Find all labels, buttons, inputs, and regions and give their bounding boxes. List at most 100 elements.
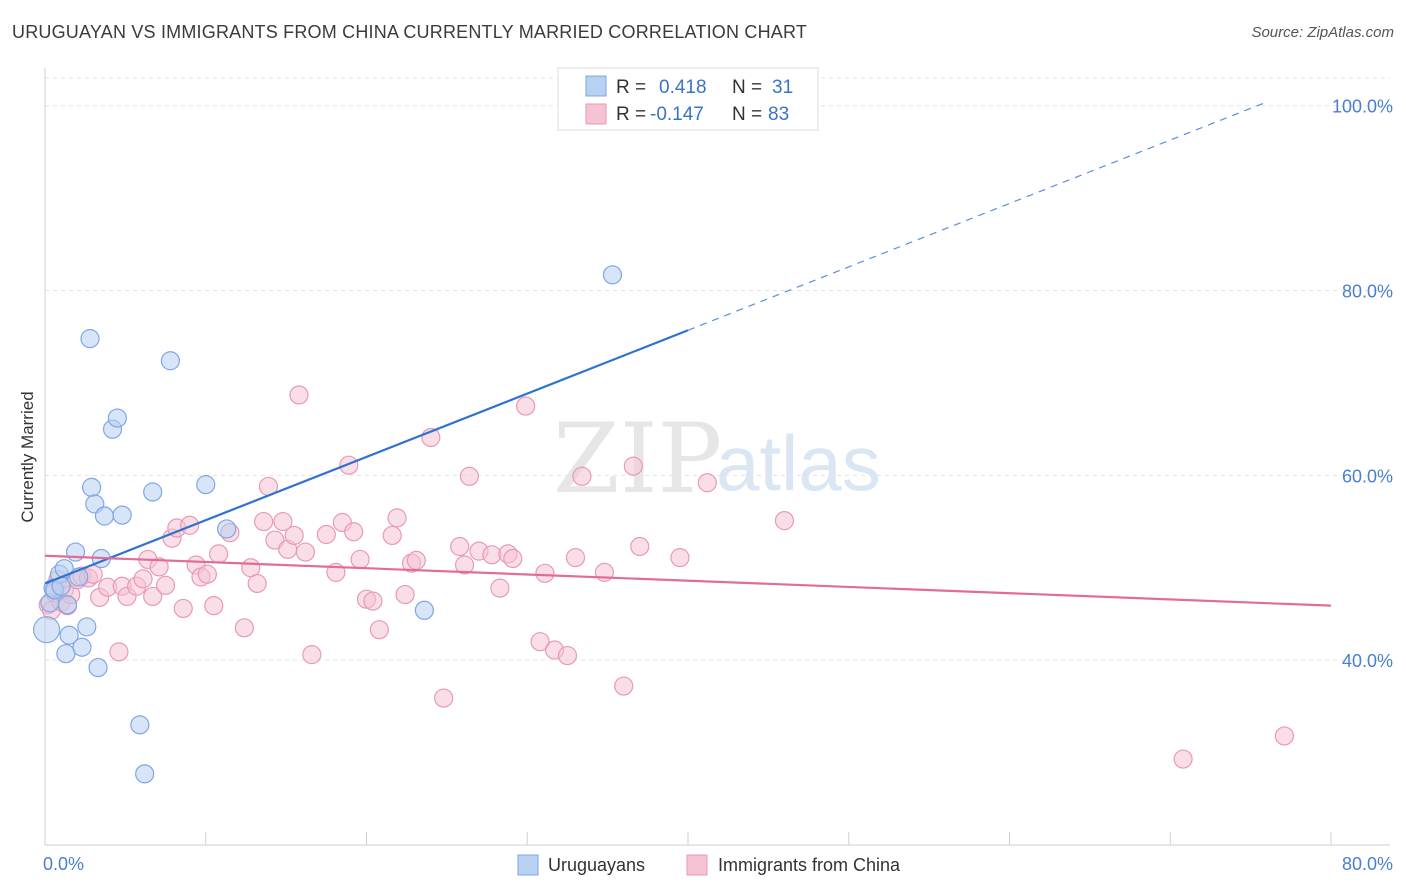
point-uruguayans-21 <box>107 408 127 428</box>
point-china-31 <box>209 544 229 564</box>
point-china-78 <box>623 456 643 476</box>
legend-r-value-1: 0.418 <box>659 77 707 98</box>
bottom-legend-china: Immigrants from China <box>718 855 901 875</box>
point-china-25 <box>173 598 193 619</box>
legend-swatch-china <box>585 103 607 125</box>
point-uruguayans-28 <box>217 519 237 539</box>
bottom-legend: Uruguayans Immigrants from China <box>517 854 901 876</box>
point-uruguayans-25 <box>143 482 163 502</box>
point-china-50 <box>350 549 370 570</box>
point-china-75 <box>572 466 592 486</box>
legend-swatch-uruguayans <box>585 75 607 97</box>
point-china-74 <box>565 548 586 568</box>
legend-r-label-2: R = <box>616 104 646 125</box>
trend-line-uruguayans-extension <box>687 101 1267 331</box>
point-china-54 <box>382 525 402 546</box>
point-china-38 <box>265 530 285 550</box>
point-china-73 <box>557 645 578 666</box>
y-tick-label-60: 60.0% <box>1342 466 1393 486</box>
bottom-legend-swatch-uruguayans <box>517 854 539 876</box>
point-uruguayans-14 <box>80 328 100 349</box>
point-china-22 <box>155 575 176 595</box>
point-china-70 <box>530 632 550 652</box>
point-china-79 <box>630 536 650 557</box>
point-china-53 <box>369 620 389 640</box>
point-china-29 <box>197 564 217 584</box>
y-axis-title: Currently Married <box>18 391 37 522</box>
point-china-68 <box>503 548 523 569</box>
point-china-60 <box>434 688 454 708</box>
legend-r-value-2: -0.147 <box>650 104 704 125</box>
point-uruguayans-0 <box>33 616 61 644</box>
point-china-83 <box>1173 749 1193 769</box>
point-china-35 <box>247 573 267 594</box>
point-china-66 <box>490 578 510 598</box>
point-uruguayans-15 <box>82 477 102 497</box>
point-china-45 <box>316 524 336 545</box>
point-china-21 <box>149 557 169 577</box>
point-uruguayans-12 <box>72 637 92 657</box>
point-china-62 <box>454 555 475 575</box>
x-ticks <box>44 832 1332 845</box>
point-china-20 <box>143 586 163 607</box>
legend-r-label-1: R = <box>616 77 646 98</box>
point-china-65 <box>482 545 502 565</box>
point-china-14 <box>109 642 129 662</box>
y-tick-label-100: 100.0% <box>1332 97 1393 117</box>
point-china-63 <box>459 466 479 486</box>
trend-line-uruguayans <box>44 329 689 585</box>
point-uruguayans-8 <box>57 595 78 615</box>
point-china-58 <box>406 550 426 570</box>
point-china-30 <box>204 596 224 616</box>
point-china-44 <box>302 645 322 665</box>
point-uruguayans-22 <box>112 505 132 525</box>
point-uruguayans-26 <box>160 351 180 371</box>
point-china-82 <box>774 511 795 531</box>
point-china-41 <box>284 525 304 546</box>
point-china-39 <box>273 511 293 532</box>
point-uruguayans-10 <box>65 542 86 562</box>
point-china-33 <box>234 618 254 638</box>
point-china-48 <box>339 455 359 475</box>
chart-title: URUGUAYAN VS IMMIGRANTS FROM CHINA CURRE… <box>12 22 808 42</box>
trend-lines <box>44 101 1332 607</box>
legend-n-label-2: N = <box>732 104 762 125</box>
point-china-61 <box>450 536 470 557</box>
point-china-55 <box>387 508 407 528</box>
y-tick-label-40: 40.0% <box>1342 651 1393 671</box>
point-china-26 <box>180 515 200 535</box>
point-china-77 <box>614 676 634 696</box>
legend-n-value-2: 83 <box>768 104 789 125</box>
point-uruguayans-23 <box>130 715 150 735</box>
bottom-legend-swatch-china <box>686 854 708 876</box>
point-china-42 <box>289 385 309 405</box>
point-china-80 <box>670 548 690 568</box>
legend-n-label-1: N = <box>732 77 762 98</box>
point-uruguayans-30 <box>602 265 623 285</box>
point-china-52 <box>363 591 383 611</box>
point-uruguayans-29 <box>414 600 434 620</box>
point-uruguayans-27 <box>196 475 216 495</box>
point-china-43 <box>295 542 316 562</box>
point-uruguayans-19 <box>94 506 115 526</box>
point-uruguayans-7 <box>56 644 76 664</box>
legend-box: R = 0.418 N = 31 R = -0.147 N = 83 <box>557 67 819 131</box>
series-uruguayans <box>33 265 623 784</box>
trend-line-china <box>44 554 1332 607</box>
point-china-81 <box>697 473 717 493</box>
legend-n-value-1: 31 <box>772 77 793 98</box>
watermark-atlas: atlas <box>716 419 881 507</box>
point-china-18 <box>133 569 153 589</box>
point-uruguayans-17 <box>88 657 108 678</box>
point-china-56 <box>395 584 415 605</box>
source-label: Source: ZipAtlas.com <box>1251 24 1394 41</box>
point-china-71 <box>535 563 555 583</box>
point-uruguayans-24 <box>135 764 155 784</box>
y-tick-label-80: 80.0% <box>1342 282 1393 302</box>
point-china-49 <box>344 522 364 542</box>
x-tick-label-max: 80.0% <box>1342 854 1393 874</box>
bottom-legend-uruguayans: Uruguayans <box>548 855 645 875</box>
x-tick-label-min: 0.0% <box>43 854 84 874</box>
point-uruguayans-13 <box>77 617 97 637</box>
